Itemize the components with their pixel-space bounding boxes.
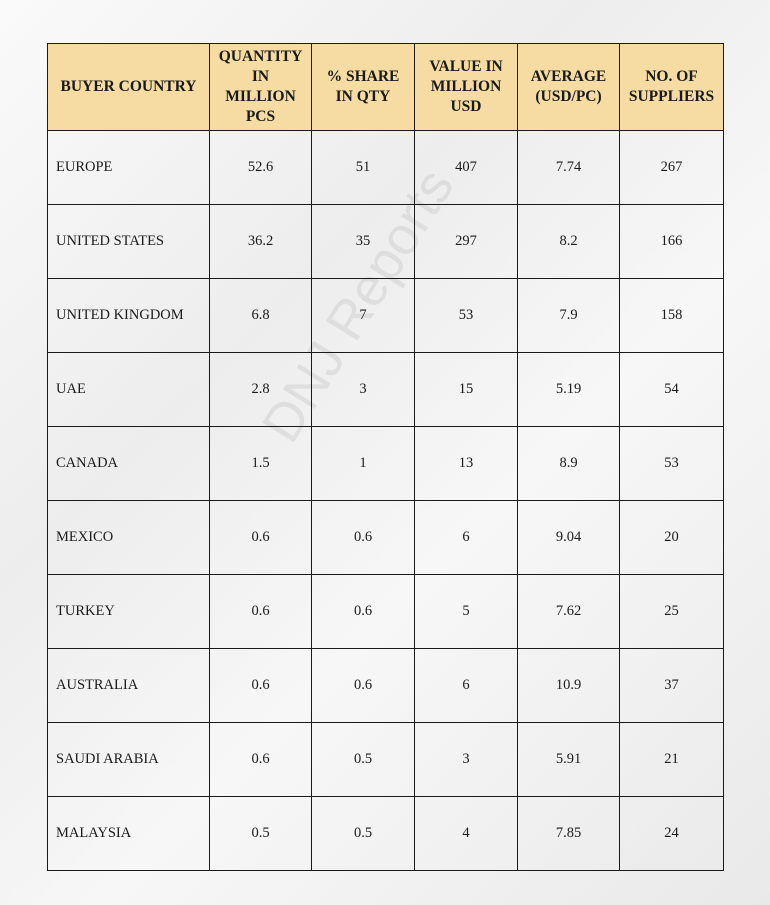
value-cell: 158: [619, 278, 724, 353]
value-cell: 25: [619, 574, 724, 649]
value-cell: 0.5: [311, 722, 415, 797]
value-cell: 407: [414, 130, 518, 205]
table-row: UAE 2.8 3 15 5.19 54: [47, 352, 724, 427]
table-row: AUSTRALIA 0.6 0.6 6 10.9 37: [47, 648, 724, 723]
value-cell: 24: [619, 796, 724, 871]
value-cell: 53: [619, 426, 724, 501]
value-cell: 6: [414, 648, 518, 723]
column-header: AVERAGE (USD/PC): [517, 43, 620, 131]
country-cell: AUSTRALIA: [47, 648, 210, 723]
value-cell: 0.5: [209, 796, 312, 871]
country-cell: TURKEY: [47, 574, 210, 649]
value-cell: 35: [311, 204, 415, 279]
value-cell: 3: [311, 352, 415, 427]
value-cell: 53: [414, 278, 518, 353]
country-cell: SAUDI ARABIA: [47, 722, 210, 797]
value-cell: 166: [619, 204, 724, 279]
data-table: BUYER COUNTRY QUANTITY IN MILLION PCS% SH…: [47, 43, 724, 871]
table-row: SAUDI ARABIA 0.6 0.5 3 5.91 21: [47, 722, 724, 797]
value-cell: 7.9: [517, 278, 620, 353]
value-cell: 5.19: [517, 352, 620, 427]
country-cell: UNITED KINGDOM: [47, 278, 210, 353]
value-cell: 0.6: [311, 574, 415, 649]
table-body: EUROPE 52.6 51 407 7.74 267 UNITED STATES 36.2 3…: [47, 130, 724, 871]
value-cell: 0.5: [311, 796, 415, 871]
value-cell: 15: [414, 352, 518, 427]
value-cell: 20: [619, 500, 724, 575]
value-cell: 7.62: [517, 574, 620, 649]
value-cell: 0.6: [209, 722, 312, 797]
value-cell: 6: [414, 500, 518, 575]
table-row: MEXICO 0.6 0.6 6 9.04 20: [47, 500, 724, 575]
country-cell: UAE: [47, 352, 210, 427]
value-cell: 9.04: [517, 500, 620, 575]
value-cell: 4: [414, 796, 518, 871]
value-cell: 0.6: [209, 574, 312, 649]
column-header: BUYER COUNTRY: [47, 43, 210, 131]
header-row: BUYER COUNTRY QUANTITY IN MILLION PCS% SH…: [47, 43, 724, 131]
value-cell: 36.2: [209, 204, 312, 279]
table-row: EUROPE 52.6 51 407 7.74 267: [47, 130, 724, 205]
value-cell: 52.6: [209, 130, 312, 205]
column-header: NO. OF SUPPLIERS: [619, 43, 724, 131]
value-cell: 0.6: [311, 500, 415, 575]
country-cell: EUROPE: [47, 130, 210, 205]
country-cell: MALAYSIA: [47, 796, 210, 871]
value-cell: 51: [311, 130, 415, 205]
value-cell: 0.6: [311, 648, 415, 723]
table-row: UNITED STATES 36.2 35 297 8.2 166: [47, 204, 724, 279]
table-row: CANADA 1.5 1 13 8.9 53: [47, 426, 724, 501]
value-cell: 37: [619, 648, 724, 723]
column-header: QUANTITY IN MILLION PCS: [209, 43, 312, 131]
value-cell: 5: [414, 574, 518, 649]
value-cell: 1: [311, 426, 415, 501]
value-cell: 2.8: [209, 352, 312, 427]
value-cell: 7.74: [517, 130, 620, 205]
table-row: UNITED KINGDOM 6.8 7 53 7.9 158: [47, 278, 724, 353]
table-row: MALAYSIA 0.5 0.5 4 7.85 24: [47, 796, 724, 871]
country-cell: UNITED STATES: [47, 204, 210, 279]
value-cell: 8.2: [517, 204, 620, 279]
value-cell: 21: [619, 722, 724, 797]
value-cell: 13: [414, 426, 518, 501]
value-cell: 8.9: [517, 426, 620, 501]
value-cell: 0.6: [209, 648, 312, 723]
country-cell: MEXICO: [47, 500, 210, 575]
column-header: VALUE IN MILLION USD: [414, 43, 518, 131]
value-cell: 1.5: [209, 426, 312, 501]
value-cell: 54: [619, 352, 724, 427]
value-cell: 267: [619, 130, 724, 205]
country-cell: CANADA: [47, 426, 210, 501]
value-cell: 3: [414, 722, 518, 797]
value-cell: 5.91: [517, 722, 620, 797]
table-row: TURKEY 0.6 0.6 5 7.62 25: [47, 574, 724, 649]
value-cell: 7.85: [517, 796, 620, 871]
value-cell: 297: [414, 204, 518, 279]
value-cell: 10.9: [517, 648, 620, 723]
value-cell: 6.8: [209, 278, 312, 353]
value-cell: 0.6: [209, 500, 312, 575]
column-header: % SHARE IN QTY: [311, 43, 415, 131]
value-cell: 7: [311, 278, 415, 353]
